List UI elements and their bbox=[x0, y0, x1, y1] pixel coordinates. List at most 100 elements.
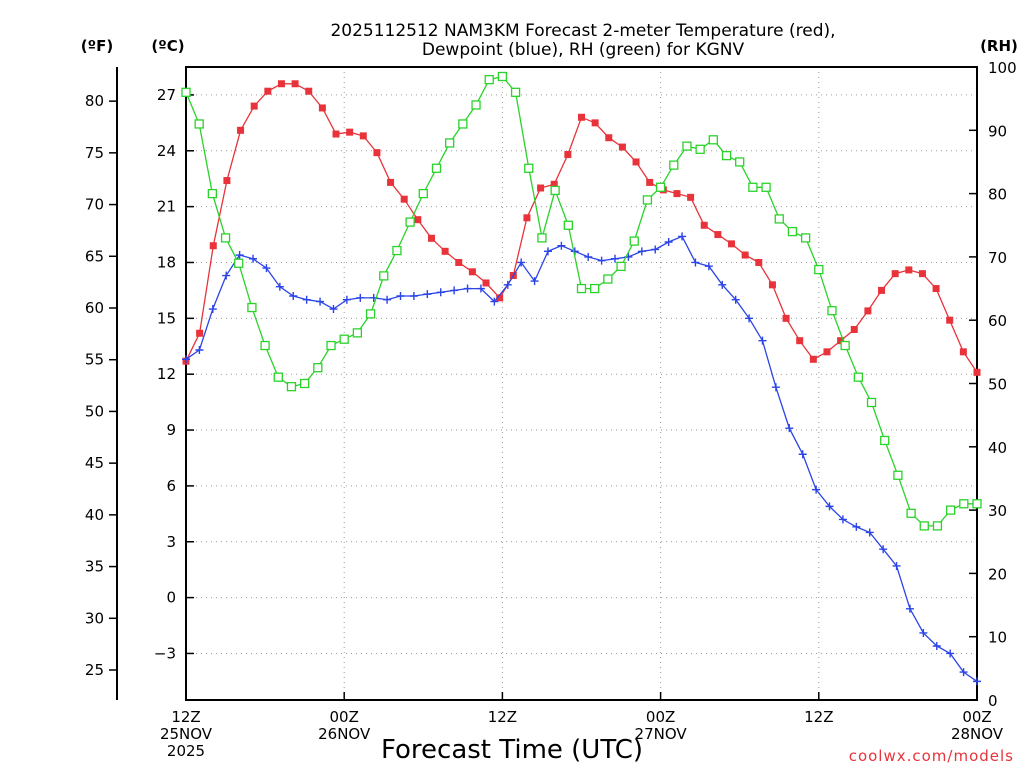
data-series bbox=[182, 72, 981, 685]
fahrenheit-tick-label: 25 bbox=[85, 661, 104, 679]
data-point bbox=[796, 337, 803, 344]
data-point bbox=[785, 424, 793, 432]
data-point bbox=[557, 242, 565, 250]
data-point bbox=[464, 285, 472, 293]
data-point bbox=[823, 348, 830, 355]
fahrenheit-tick-label: 75 bbox=[85, 144, 104, 162]
data-point bbox=[346, 129, 353, 136]
data-point bbox=[380, 272, 388, 280]
series-line bbox=[186, 77, 977, 526]
data-point bbox=[841, 342, 849, 350]
data-point bbox=[314, 364, 322, 372]
data-point bbox=[410, 292, 418, 300]
data-point bbox=[235, 259, 243, 267]
data-point bbox=[360, 132, 367, 139]
data-point bbox=[742, 252, 749, 259]
data-point bbox=[736, 158, 744, 166]
data-point bbox=[301, 380, 309, 388]
data-point bbox=[907, 509, 915, 517]
celsius-tick-label: 9 bbox=[166, 421, 176, 439]
data-point bbox=[638, 247, 646, 255]
rh-tick-label: 100 bbox=[988, 59, 1017, 77]
data-point bbox=[878, 287, 885, 294]
data-point bbox=[854, 373, 862, 381]
x-tick-label: 2025 bbox=[167, 742, 205, 760]
rh-tick-label: 70 bbox=[988, 249, 1007, 267]
data-point bbox=[864, 307, 871, 314]
celsius-tick-label: 0 bbox=[166, 589, 176, 607]
fahrenheit-tick-label: 50 bbox=[85, 402, 104, 420]
data-point bbox=[802, 234, 810, 242]
data-point bbox=[292, 80, 299, 87]
celsius-tick-label: 24 bbox=[157, 142, 176, 160]
data-point bbox=[933, 522, 941, 530]
data-point bbox=[646, 179, 653, 186]
data-point bbox=[728, 240, 735, 247]
rh-unit-label: (RH) bbox=[980, 37, 1018, 55]
data-point bbox=[810, 356, 817, 363]
data-point bbox=[714, 231, 721, 238]
data-point bbox=[414, 216, 421, 223]
data-point bbox=[274, 373, 282, 381]
axes: −303691215182124272530354045505560657075… bbox=[85, 59, 1017, 760]
data-point bbox=[723, 152, 731, 160]
data-point bbox=[446, 139, 454, 147]
data-point bbox=[633, 158, 640, 165]
series-line bbox=[186, 84, 977, 373]
data-point bbox=[442, 248, 449, 255]
data-point bbox=[195, 346, 203, 354]
series-line bbox=[186, 236, 977, 681]
fahrenheit-tick-label: 60 bbox=[85, 299, 104, 317]
data-point bbox=[828, 307, 836, 315]
data-point bbox=[538, 234, 546, 242]
data-point bbox=[894, 471, 902, 479]
data-point bbox=[406, 218, 414, 226]
data-point bbox=[319, 104, 326, 111]
data-point bbox=[459, 120, 467, 128]
fahrenheit-tick-label: 80 bbox=[85, 92, 104, 110]
data-point bbox=[755, 259, 762, 266]
fahrenheit-tick-label: 65 bbox=[85, 247, 104, 265]
x-tick-label: 26NOV bbox=[318, 725, 371, 743]
data-point bbox=[933, 285, 940, 292]
rh-tick-label: 80 bbox=[988, 186, 1007, 204]
data-point bbox=[305, 88, 312, 95]
data-point bbox=[237, 127, 244, 134]
rh-tick-label: 90 bbox=[988, 122, 1007, 140]
x-tick-label: 12Z bbox=[488, 708, 517, 726]
celsius-tick-label: 15 bbox=[157, 309, 176, 327]
fahrenheit-tick-label: 40 bbox=[85, 506, 104, 524]
chart-title-line1: 2025112512 NAM3KM Forecast 2-meter Tempe… bbox=[330, 21, 835, 41]
data-point bbox=[236, 251, 244, 259]
data-point bbox=[665, 238, 673, 246]
celsius-tick-label: 6 bbox=[166, 477, 176, 495]
celsius-tick-label: −3 bbox=[154, 644, 176, 662]
data-point bbox=[195, 120, 203, 128]
chart-title-line2: Dewpoint (blue), RH (green) for KGNV bbox=[422, 40, 745, 60]
rh-tick-label: 20 bbox=[988, 565, 1007, 583]
data-point bbox=[960, 500, 968, 508]
data-point bbox=[210, 242, 217, 249]
data-point bbox=[657, 183, 665, 191]
celsius-tick-label: 12 bbox=[157, 365, 176, 383]
data-point bbox=[367, 310, 375, 318]
data-point bbox=[772, 383, 780, 391]
data-point bbox=[483, 279, 490, 286]
data-point bbox=[852, 523, 860, 531]
data-point bbox=[619, 144, 626, 151]
data-point bbox=[209, 305, 217, 313]
data-point bbox=[419, 190, 427, 198]
data-point bbox=[264, 88, 271, 95]
data-point bbox=[947, 506, 955, 514]
fahrenheit-unit-label: (ºF) bbox=[81, 37, 113, 55]
data-point bbox=[905, 266, 912, 273]
data-point bbox=[208, 190, 216, 198]
data-point bbox=[769, 281, 776, 288]
data-point bbox=[799, 450, 807, 458]
data-point bbox=[383, 296, 391, 304]
data-point bbox=[472, 101, 480, 109]
data-point bbox=[670, 161, 678, 169]
data-point bbox=[605, 134, 612, 141]
data-point bbox=[327, 342, 335, 350]
data-point bbox=[578, 285, 586, 293]
